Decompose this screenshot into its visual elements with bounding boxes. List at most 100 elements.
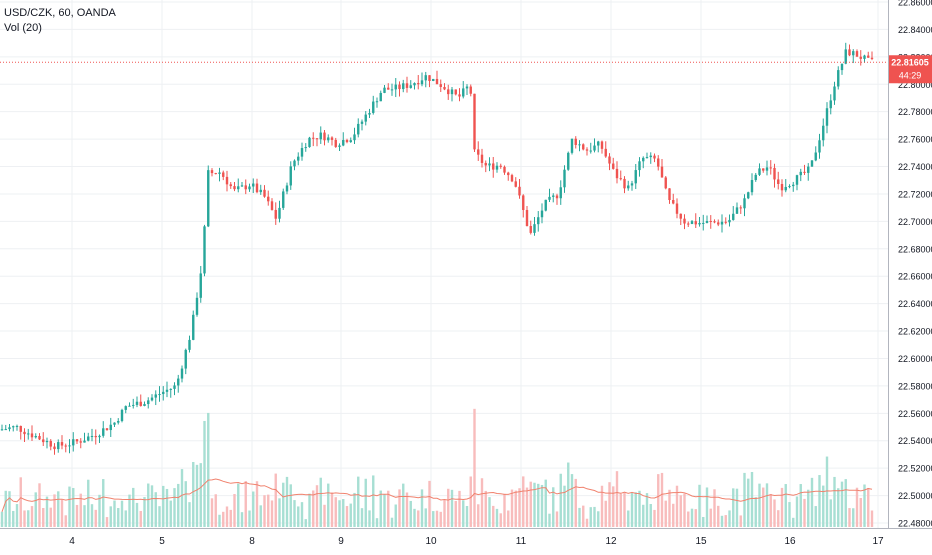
candle xyxy=(634,164,637,190)
candle-body xyxy=(672,200,675,204)
candle xyxy=(237,178,240,193)
candle xyxy=(143,401,146,407)
volume-bar xyxy=(477,504,480,527)
candle-body xyxy=(405,83,409,88)
volume-bar xyxy=(169,500,172,527)
price-tick-label: 22.56000 xyxy=(898,409,932,419)
candle xyxy=(68,439,71,454)
candle xyxy=(713,219,716,224)
candle-body xyxy=(780,183,784,191)
candle xyxy=(469,84,472,97)
candle xyxy=(27,428,30,440)
candle-body xyxy=(769,167,772,169)
candle-body xyxy=(192,314,195,340)
volume-bar xyxy=(443,499,446,527)
candle xyxy=(319,126,322,144)
candle xyxy=(87,432,90,442)
volume-bar xyxy=(64,515,67,527)
candle xyxy=(743,194,746,217)
candle xyxy=(840,63,844,75)
candle xyxy=(540,203,544,224)
candle-body xyxy=(158,394,161,396)
volume-bar xyxy=(630,493,634,527)
volume-bar xyxy=(754,497,757,527)
volume-bar xyxy=(544,479,547,527)
candle xyxy=(653,153,656,163)
candle xyxy=(214,172,217,175)
candle xyxy=(424,71,427,88)
volume-bar xyxy=(297,506,300,527)
candle xyxy=(402,79,405,93)
volume-bar xyxy=(548,513,551,527)
candle xyxy=(825,102,829,134)
candle xyxy=(480,148,484,168)
candle-body xyxy=(169,388,172,390)
volume-bar xyxy=(79,493,82,527)
candle-body xyxy=(177,378,180,386)
candle xyxy=(642,156,645,169)
candle xyxy=(570,138,574,155)
candle-body xyxy=(653,155,656,159)
volume-layer xyxy=(0,408,874,527)
volume-bar xyxy=(462,500,465,527)
volume-bar xyxy=(604,500,607,527)
candle xyxy=(597,140,600,153)
candle-body xyxy=(687,223,690,225)
volume-bar xyxy=(315,485,319,527)
volume-bar xyxy=(844,479,847,527)
candle xyxy=(739,205,742,214)
volume-bar xyxy=(214,494,217,527)
candle xyxy=(859,50,862,66)
volume-bar xyxy=(154,492,157,527)
candle-body xyxy=(675,203,679,214)
candle-body xyxy=(42,439,45,443)
candle-body xyxy=(698,222,701,225)
candle xyxy=(589,142,592,154)
candle-body xyxy=(390,89,394,91)
candle xyxy=(555,193,559,205)
candle xyxy=(113,422,116,428)
volume-bar xyxy=(83,505,86,527)
candle-body xyxy=(300,148,304,157)
candle-body xyxy=(855,51,859,57)
candle xyxy=(657,155,660,171)
candle xyxy=(758,163,761,177)
volume-bar xyxy=(589,507,592,527)
candle xyxy=(390,83,394,96)
candle xyxy=(822,118,825,147)
candle xyxy=(548,188,551,202)
candle xyxy=(124,405,127,414)
candle xyxy=(525,206,529,227)
candle xyxy=(473,93,476,152)
volume-bar xyxy=(720,515,724,527)
candle xyxy=(559,180,562,205)
volume-bar xyxy=(424,508,427,527)
candle-body xyxy=(784,186,787,191)
price-tick-label: 22.54000 xyxy=(898,436,932,446)
candle xyxy=(267,190,270,206)
candle xyxy=(720,214,724,233)
candle-body xyxy=(863,55,866,59)
candle-body xyxy=(503,166,506,173)
volume-bar xyxy=(394,504,397,527)
candle xyxy=(855,49,859,57)
candle xyxy=(203,224,206,277)
candle xyxy=(844,42,847,65)
candle-body xyxy=(788,186,791,188)
volume-bar xyxy=(0,511,4,527)
candle-body xyxy=(244,185,247,190)
candle xyxy=(495,162,499,173)
volume-bar xyxy=(428,480,431,527)
candle-body xyxy=(90,435,94,437)
candle xyxy=(169,388,172,398)
price-tick-label: 22.76000 xyxy=(898,135,932,145)
candle xyxy=(375,97,379,108)
candle xyxy=(514,177,517,188)
candle-body xyxy=(589,150,592,152)
volume-bar xyxy=(75,504,79,527)
candle xyxy=(533,216,536,236)
price-tick-label: 22.78000 xyxy=(898,107,932,117)
volume-bar xyxy=(353,492,356,527)
